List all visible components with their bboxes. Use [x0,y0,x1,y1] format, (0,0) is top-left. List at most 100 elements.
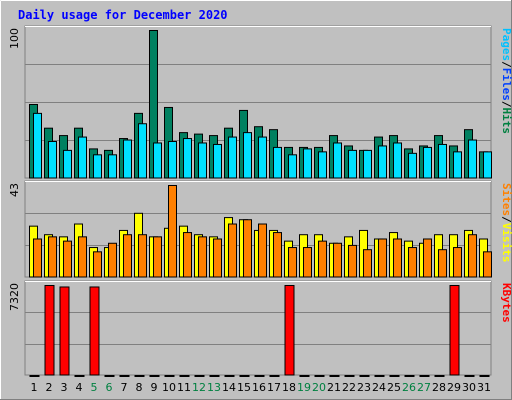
bar-sites-day-8 [138,234,147,278]
bar-kbytes-day-26 [404,375,415,377]
bar-sites-day-13 [213,238,222,278]
day-label-23: 23 [357,381,371,394]
side-label-kbytes: KBytes [500,283,512,323]
bar-sites-day-24 [378,238,387,278]
bar-sites-day-2 [48,236,57,278]
day-label-27: 27 [417,381,431,394]
bar-sites-day-6 [108,242,117,278]
bar-pages-day-18 [288,154,297,179]
bar-kbytes-day-28 [434,375,445,377]
bar-pages-day-8 [138,123,147,179]
panel-visits: 43 Sites/Visits [8,180,512,278]
bar-pages-day-14 [228,136,237,179]
bar-sites-day-28 [438,249,447,278]
day-label-15: 15 [237,381,251,394]
day-label-28: 28 [432,381,446,394]
bar-pages-day-9 [153,142,162,179]
bar-sites-day-23 [363,249,372,278]
bar-pages-day-31 [483,151,492,179]
bar-pages-day-10 [168,141,177,179]
day-label-31: 31 [477,381,491,394]
bar-pages-day-29 [453,151,462,179]
day-label-29: 29 [447,381,461,394]
bar-kbytes-day-3 [59,286,70,376]
day-label-16: 16 [252,381,266,394]
bar-kbytes-day-16 [254,375,265,377]
bar-pages-day-23 [363,149,372,179]
bar-sites-day-4 [78,236,87,278]
day-label-21: 21 [327,381,341,394]
day-label-8: 8 [136,381,143,394]
bar-kbytes-day-10 [164,375,175,377]
bar-pages-day-15 [243,132,252,179]
bar-sites-day-21 [333,242,342,278]
day-label-12: 12 [192,381,206,394]
bar-pages-day-22 [348,149,357,179]
side-label-part-visits-2: Visits [500,223,512,263]
bar-kbytes-day-1 [29,375,40,377]
side-label-part-hits-3: / [500,101,512,108]
bar-pages-day-26 [408,152,417,179]
bar-pages-day-16 [258,136,267,179]
plot-area-kbytes [24,280,492,376]
ymax-label-kbytes: 7320 [8,283,21,311]
day-label-3: 3 [61,381,68,394]
bar-sites-day-14 [228,223,237,278]
bar-pages-day-12 [198,142,207,179]
bar-kbytes-day-6 [104,375,115,377]
day-label-7: 7 [121,381,128,394]
panel-kbytes: 7320 KBytes [8,280,512,377]
side-label-part-hits-4: Hits [500,108,512,135]
side-label-part-hits-1: / [500,61,512,68]
bar-kbytes-day-11 [179,375,190,377]
bar-kbytes-day-24 [374,375,385,377]
bar-kbytes-day-18 [284,285,295,376]
bar-pages-day-2 [48,141,57,179]
day-label-14: 14 [222,381,236,394]
ymax-label-hits: 100 [8,28,21,49]
bar-sites-day-29 [453,247,462,278]
bar-kbytes-day-9 [149,375,160,377]
bar-pages-day-25 [393,142,402,179]
chart-panels: 100 Pages/Files/Hits 43 Sites/Visits 7320 KBy… [8,25,512,377]
bar-kbytes-day-7 [119,375,130,377]
bar-sites-day-12 [198,236,207,278]
side-label-hits: Pages/Files/Hits [500,28,512,134]
bar-sites-day-3 [63,240,72,278]
side-label-part-visits-1: / [500,216,512,223]
bar-kbytes-day-25 [389,375,400,377]
day-label-22: 22 [342,381,356,394]
bar-sites-day-7 [123,234,132,278]
bar-sites-day-18 [288,247,297,278]
series-sites [33,185,492,278]
bar-pages-day-17 [273,146,282,179]
day-label-10: 10 [162,381,176,394]
bar-sites-day-30 [468,234,477,278]
side-label-part-hits-2: Files [500,68,512,101]
bar-sites-day-11 [183,232,192,278]
bar-kbytes-day-27 [419,375,430,377]
day-label-20: 20 [312,381,326,394]
bar-kbytes-day-23 [359,375,370,377]
bar-sites-day-10 [168,185,177,278]
bar-pages-day-7 [123,139,132,179]
bar-pages-day-20 [318,151,327,179]
bar-kbytes-day-2 [44,285,55,376]
bar-pages-day-6 [108,154,117,179]
day-label-1: 1 [31,381,38,394]
bar-kbytes-day-12 [194,375,205,377]
bar-sites-day-26 [408,247,417,278]
bar-kbytes-day-30 [464,375,475,377]
bar-pages-day-11 [183,138,192,179]
bar-kbytes-day-5 [89,286,100,376]
day-label-17: 17 [267,381,281,394]
series-pages [33,112,492,179]
bar-sites-day-19 [303,247,312,278]
day-label-6: 6 [106,381,113,394]
day-label-25: 25 [387,381,401,394]
bar-kbytes-day-17 [269,375,280,377]
day-labels: 1 2 3 4 5 6 7 8 9 10 11 12 13 14 15 16 17 18 19 20 21 22 23 24 2… [31,381,492,394]
bar-kbytes-day-21 [329,375,340,377]
panel-hits: 100 Pages/Files/Hits [8,25,512,179]
